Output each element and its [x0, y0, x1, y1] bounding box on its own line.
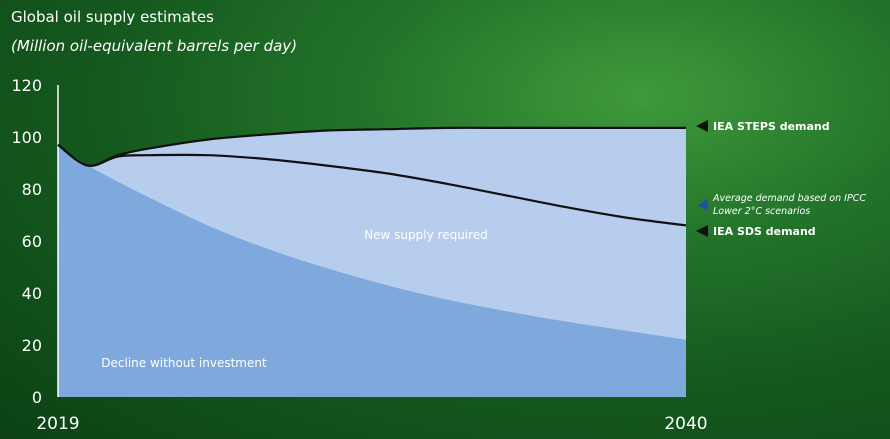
y-tick-label: 100: [11, 128, 42, 147]
decline-label: Decline without investment: [101, 356, 267, 370]
y-tick-label: 80: [22, 180, 42, 199]
sds-legend-label: IEA SDS demand: [713, 225, 816, 238]
ipcc-legend-label-line2: Lower 2°C scenarios: [713, 206, 810, 217]
ipcc-legend-label-line1: Average demand based on IPCC: [712, 193, 866, 204]
sds-demand-line: [57, 143, 687, 227]
y-tick-label: 120: [11, 76, 42, 95]
steps-demand-line: [57, 126, 686, 167]
chart-title: Global oil supply estimates: [11, 8, 214, 26]
chart-subtitle: (Million oil-equivalent barrels per day): [11, 37, 298, 55]
steps-legend-label: IEA STEPS demand: [713, 120, 830, 133]
y-tick-label: 20: [22, 336, 42, 355]
ipcc-marker-icon: [698, 199, 708, 211]
y-axis-ticks: 0 20 40 60 80 100 120: [11, 76, 42, 407]
x-tick-2019: 2019: [36, 414, 79, 434]
decline-area: [58, 144, 686, 397]
x-tick-2040: 2040: [664, 414, 707, 434]
sds-marker-icon: [696, 225, 708, 237]
y-tick-label: 0: [32, 388, 42, 407]
steps-marker-icon: [696, 120, 708, 132]
new-supply-label: New supply required: [364, 228, 488, 242]
y-tick-label: 60: [22, 232, 42, 251]
y-tick-label: 40: [22, 284, 42, 303]
